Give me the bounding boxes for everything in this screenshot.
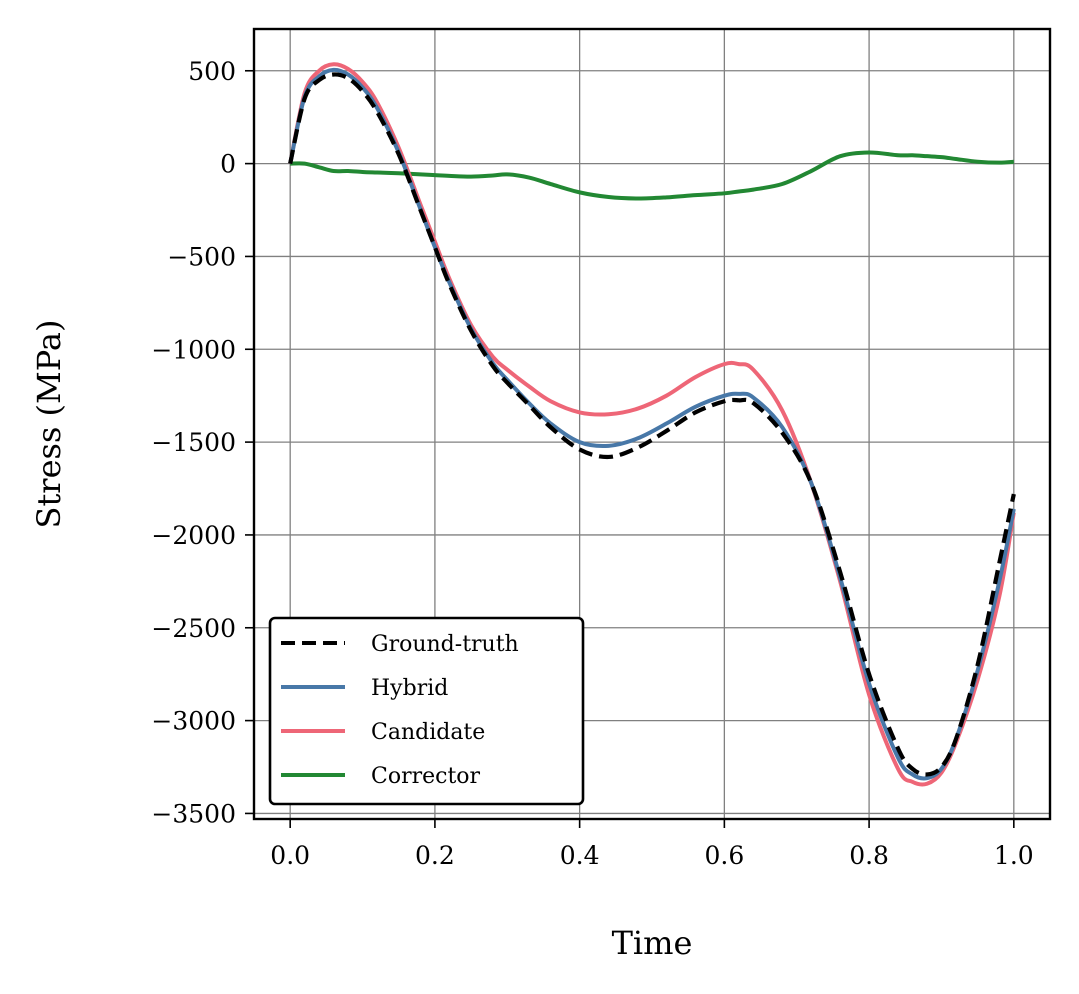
y-tick-label: −3500	[151, 799, 236, 828]
x-tick-label: 1.0	[994, 841, 1034, 870]
y-tick-label: −3000	[151, 707, 236, 736]
x-axis: 0.0 0.2 0.4 0.6 0.8 1.0	[270, 819, 1034, 870]
x-tick-label: 0.0	[270, 841, 310, 870]
series-line-candidate	[288, 62, 1016, 787]
y-tick-label: 500	[188, 57, 236, 86]
x-tick-label: 0.4	[560, 841, 600, 870]
y-axis-label: Stress (MPa)	[30, 320, 68, 529]
y-tick-label: −1000	[151, 335, 236, 364]
series-line-corrector	[290, 150, 1014, 201]
x-tick-label: 0.6	[704, 841, 744, 870]
x-tick-label: 0.8	[849, 841, 889, 870]
y-tick-label: 0	[220, 150, 236, 179]
grid	[254, 29, 1050, 819]
series-line-hybrid	[288, 67, 1016, 781]
series-lines	[288, 62, 1016, 787]
y-tick-label: −500	[167, 242, 236, 271]
y-axis: 500 0 −500 −1000 −1500 −2000 −2500 −3000 −3500	[151, 57, 254, 828]
y-tick-label: −2500	[151, 614, 236, 643]
legend-label-corrector: Corrector	[371, 764, 481, 789]
plot-frame	[252, 27, 1052, 821]
legend: Ground-truth Hybrid Candidate Corrector	[268, 616, 585, 806]
legend-label-candidate: Candidate	[371, 720, 485, 745]
x-axis-label: Time	[612, 924, 693, 962]
legend-label-hybrid: Hybrid	[371, 676, 448, 701]
x-tick-label: 0.2	[415, 841, 455, 870]
legend-box	[268, 616, 585, 806]
y-tick-label: −2000	[151, 521, 236, 550]
y-tick-label: −1500	[151, 428, 236, 457]
legend-label-ground-truth: Ground-truth	[371, 632, 519, 657]
